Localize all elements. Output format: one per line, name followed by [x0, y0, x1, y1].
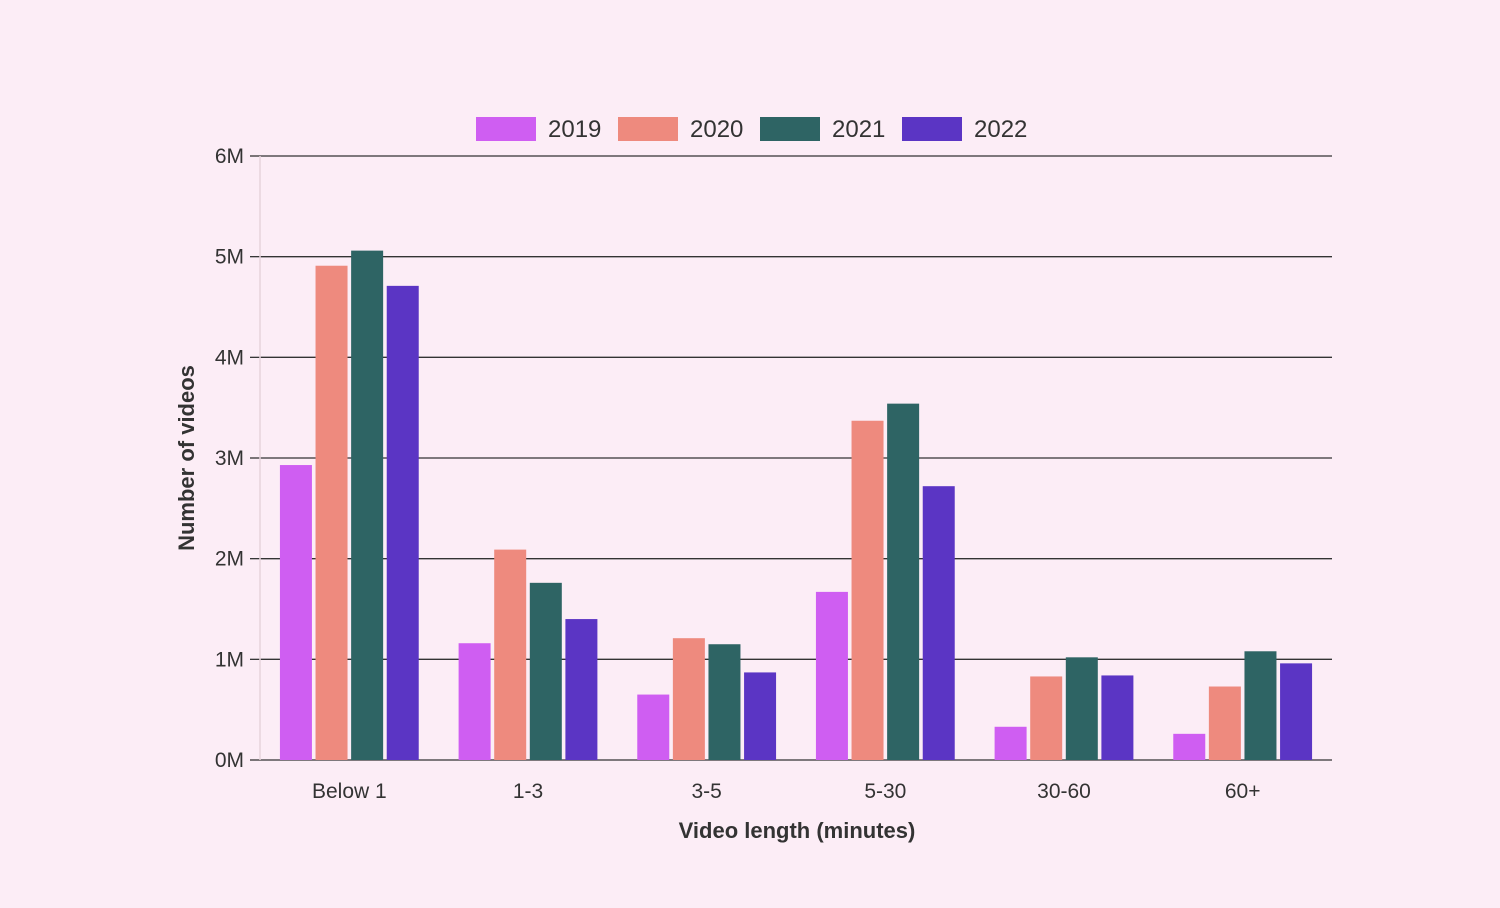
bar-2021-30-60 — [1065, 657, 1098, 760]
legend-swatch-2021 — [760, 117, 820, 141]
bar-2019-5-30 — [815, 591, 848, 760]
legend-label-2022: 2022 — [974, 116, 1027, 143]
bar-2022-60+ — [1280, 663, 1313, 760]
legend-swatch-2020 — [618, 117, 678, 141]
grid-lines — [260, 155, 1332, 761]
bar-2021-60+ — [1244, 651, 1277, 760]
x-tick-label: 1-3 — [513, 780, 543, 803]
bar-2021-5-30 — [887, 403, 920, 760]
bar-2020-below-1 — [315, 265, 348, 760]
bar-2021-3-5 — [708, 644, 741, 760]
y-tick-label: 5M — [215, 246, 244, 269]
legend-label-2021: 2021 — [832, 116, 885, 143]
legend-label-2020: 2020 — [690, 116, 743, 143]
bar-2022-below-1 — [386, 285, 419, 760]
bar-2020-1-3 — [494, 549, 527, 760]
x-tick-label: Below 1 — [312, 780, 387, 803]
y-tick-label: 1M — [215, 648, 244, 671]
x-axis-title: Video length (minutes) — [679, 818, 916, 843]
bar-2022-30-60 — [1101, 675, 1134, 760]
x-tick-label: 30-60 — [1037, 780, 1091, 803]
legend-swatch-2019 — [476, 117, 536, 141]
y-axis-title: Number of videos — [174, 365, 199, 551]
y-tick-label: 6M — [215, 145, 244, 168]
bar-2019-1-3 — [458, 643, 491, 760]
bar-2020-60+ — [1208, 686, 1241, 760]
bar-2020-5-30 — [851, 420, 884, 760]
bar-2020-30-60 — [1030, 676, 1063, 760]
bar-2019-below-1 — [279, 465, 312, 760]
y-tick-label: 0M — [215, 749, 244, 772]
x-tick-label: 3-5 — [691, 780, 721, 803]
bar-2019-30-60 — [994, 726, 1027, 760]
x-tick-label: 5-30 — [864, 780, 906, 803]
y-tick-label: 2M — [215, 548, 244, 571]
legend-swatch-2022 — [902, 117, 962, 141]
bar-2022-1-3 — [565, 619, 598, 760]
y-tick-label: 4M — [215, 346, 244, 369]
bar-2019-3-5 — [637, 694, 670, 760]
bar-2019-60+ — [1173, 733, 1206, 760]
legend: 2019 2020 2021 2022 — [476, 116, 1027, 143]
bar-2022-5-30 — [922, 486, 955, 760]
bar-2021-1-3 — [529, 582, 562, 760]
bar-2021-below-1 — [351, 250, 384, 761]
bar-2022-3-5 — [744, 672, 777, 760]
x-tick-label: 60+ — [1225, 780, 1261, 803]
bar-2020-3-5 — [672, 638, 705, 760]
bars — [279, 250, 1313, 761]
y-tick-label: 3M — [215, 447, 244, 470]
axes: 0M 1M 2M 3M 4M 5M 6M Below 1 1-3 3-5 5-30 30-60 60+ — [215, 145, 1261, 803]
legend-label-2019: 2019 — [548, 116, 601, 143]
